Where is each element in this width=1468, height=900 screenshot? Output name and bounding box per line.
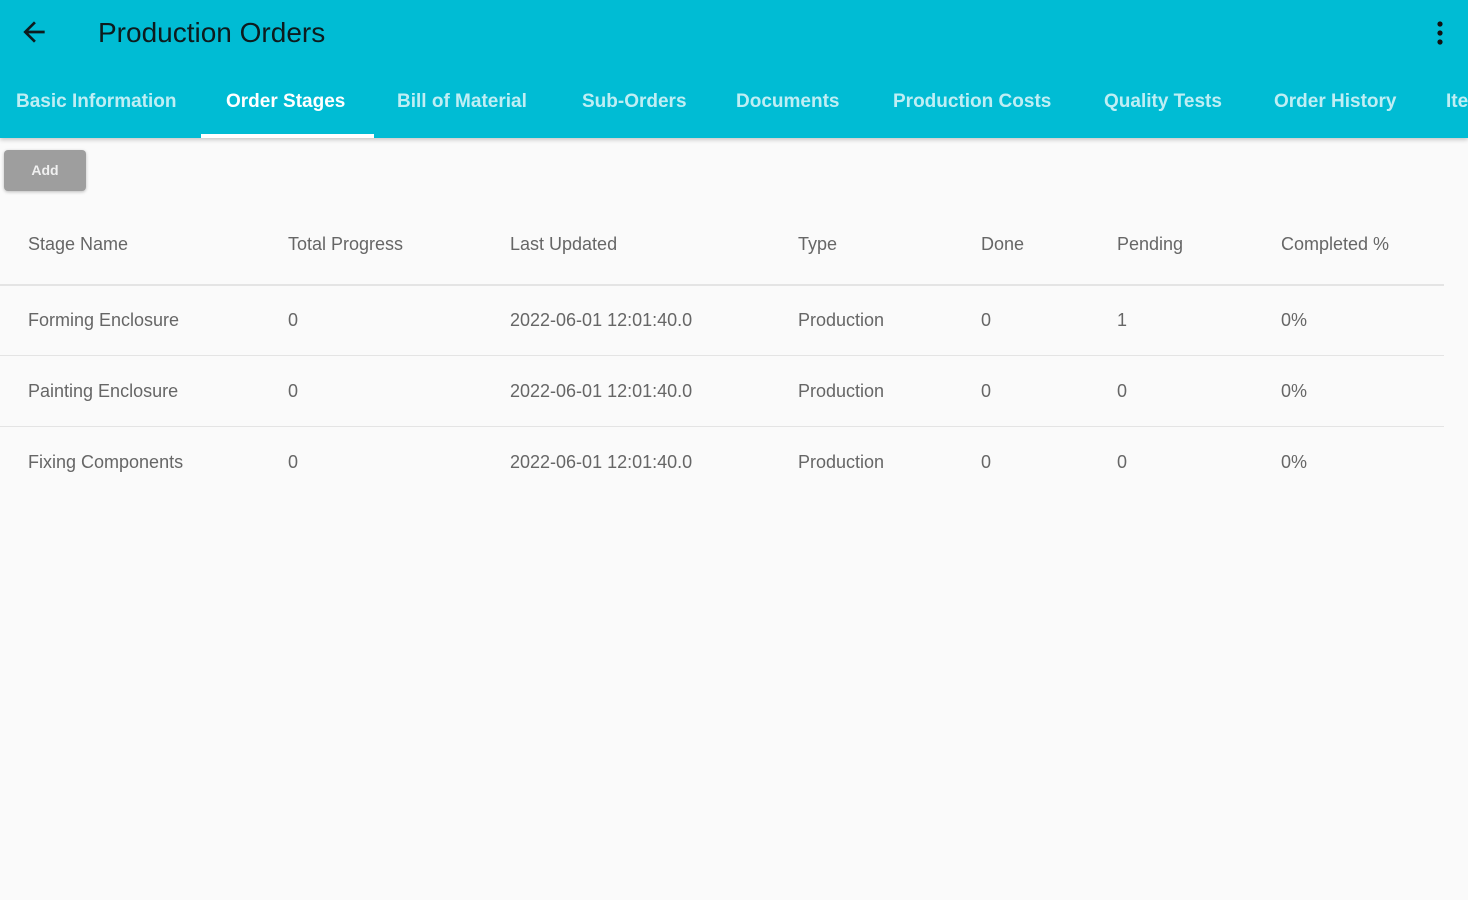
table-cell: Production <box>798 452 885 472</box>
table-cell: 0% <box>1281 310 1308 330</box>
tab-quality-tests[interactable]: Quality Tests <box>1104 91 1222 112</box>
table-cell: Production <box>798 381 885 401</box>
header-divider <box>0 284 1444 286</box>
column-header[interactable]: Total Progress <box>288 234 404 254</box>
tab-order-history[interactable]: Order History <box>1274 91 1397 112</box>
column-header[interactable]: Done <box>981 234 1025 254</box>
tab-production-costs[interactable]: Production Costs <box>893 91 1052 112</box>
table-cell: 0% <box>1281 452 1308 472</box>
tab-basic-information[interactable]: Basic Information <box>16 91 177 112</box>
table-cell: 0 <box>981 452 992 472</box>
table-cell: 0 <box>288 310 299 330</box>
table-cell: 0 <box>1117 452 1128 472</box>
table-cell: 0 <box>981 310 992 330</box>
table-cell: Painting Enclosure <box>28 381 179 401</box>
table-cell: Forming Enclosure <box>28 310 180 330</box>
app-bar: Production Orders Basic Information Orde… <box>0 0 1468 138</box>
column-header[interactable]: Stage Name <box>28 234 129 254</box>
tab-bill-of-material[interactable]: Bill of Material <box>397 91 527 112</box>
row-divider <box>0 426 1444 427</box>
table-cell: 2022-06-01 12:01:40.0 <box>510 381 693 401</box>
column-header[interactable]: Pending <box>1117 234 1184 254</box>
table-cell: 2022-06-01 12:01:40.0 <box>510 310 693 330</box>
page-title: Production Orders <box>98 17 326 48</box>
tab-sub-orders[interactable]: Sub-Orders <box>582 91 687 112</box>
table-cell: 0% <box>1281 381 1308 401</box>
table-cell: 0 <box>981 381 992 401</box>
tab-documents[interactable]: Documents <box>736 91 840 112</box>
tab-bar: Basic Information Order Stages Bill of M… <box>0 78 1468 138</box>
column-header[interactable]: Type <box>798 234 838 254</box>
table-cell: 0 <box>1117 381 1128 401</box>
table-cell: Production <box>798 310 885 330</box>
add-button[interactable]: Add <box>4 150 86 191</box>
row-divider <box>0 355 1444 356</box>
column-header[interactable]: Last Updated <box>510 234 618 254</box>
table-cell: 1 <box>1117 310 1128 330</box>
table-cell: 0 <box>288 381 299 401</box>
column-header[interactable]: Completed % <box>1281 234 1390 254</box>
table-cell: Fixing Components <box>28 452 184 472</box>
table-cell: 2022-06-01 12:01:40.0 <box>510 452 693 472</box>
arrow-left-icon[interactable] <box>18 16 50 48</box>
active-tab-indicator <box>201 134 374 138</box>
tab-order-stages[interactable]: Order Stages <box>226 91 346 112</box>
more-vert-icon[interactable] <box>1430 18 1450 48</box>
tab-items[interactable]: Ite <box>1446 91 1468 112</box>
table-cell: 0 <box>288 452 299 472</box>
